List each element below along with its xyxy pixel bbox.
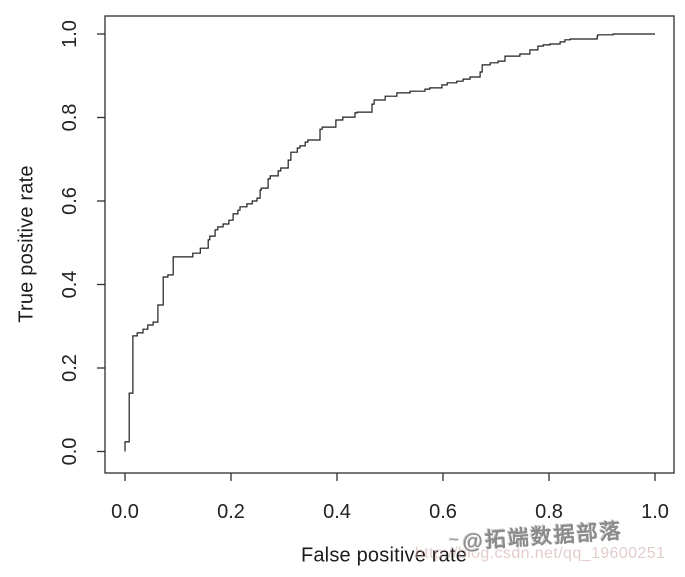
x-axis-tick-label: 0.2 bbox=[217, 501, 245, 523]
y-axis-tick-label: 1.0 bbox=[59, 20, 81, 48]
x-axis-tick-label: 0.6 bbox=[429, 501, 457, 523]
y-axis-tick-label: 0.6 bbox=[59, 187, 81, 215]
y-axis-tick-label: 0.0 bbox=[59, 438, 81, 466]
x-axis-tick-label: 0.8 bbox=[535, 501, 563, 523]
plot-frame bbox=[104, 15, 675, 474]
csdn-url-watermark: http://blog.csdn.net/qq_19600251 bbox=[415, 545, 666, 562]
y-axis-tick-label: 0.2 bbox=[59, 354, 81, 382]
watermark-squiggle-icon: ~ bbox=[448, 529, 463, 550]
x-axis-tick-label: 0.4 bbox=[323, 501, 351, 523]
x-axis-tick-label: 1.0 bbox=[641, 501, 669, 523]
roc-curve bbox=[124, 33, 655, 452]
y-axis-tick-label: 0.8 bbox=[59, 104, 81, 132]
x-axis-tick-label: 0.0 bbox=[111, 501, 139, 523]
y-axis-tick-label: 0.4 bbox=[59, 271, 81, 299]
x-axis-title: False positive rate bbox=[300, 544, 468, 567]
y-axis-title: True positive rate bbox=[15, 165, 38, 323]
